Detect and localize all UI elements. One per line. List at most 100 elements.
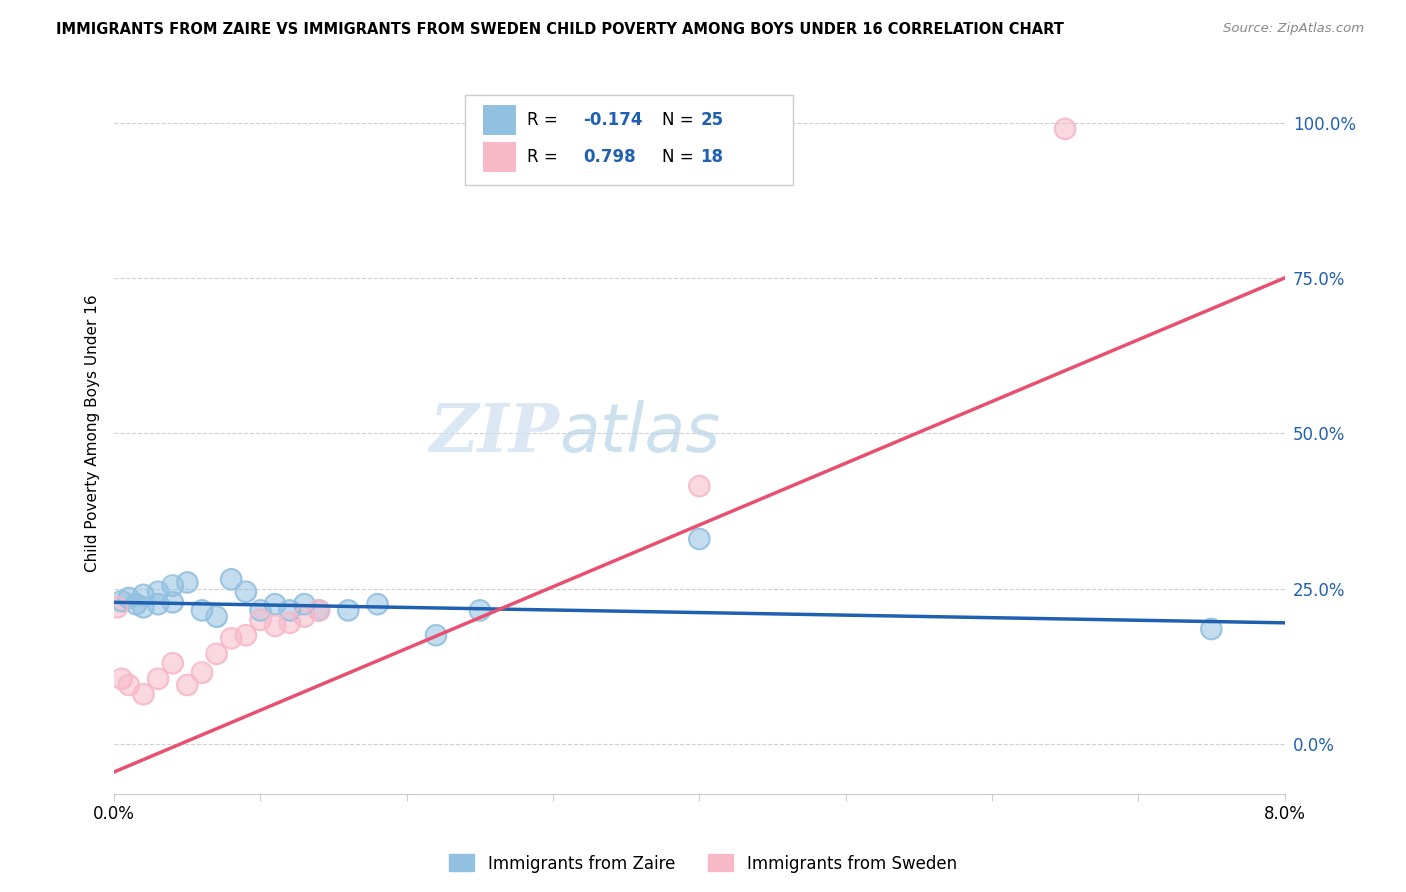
Point [110,594,132,608]
Legend: Immigrants from Zaire, Immigrants from Sweden: Immigrants from Zaire, Immigrants from S… [443,847,963,880]
Text: R =: R = [527,111,564,128]
Point [292,597,315,611]
Point [1201,622,1223,636]
Point [292,609,315,624]
Point [132,600,155,615]
Point [146,584,169,599]
Text: ZIP: ZIP [429,401,560,466]
Point [191,603,214,617]
Point [468,603,491,617]
Point [118,678,141,692]
Point [191,665,214,680]
Point [176,678,198,692]
Point [146,584,169,599]
Point [308,603,330,617]
Point [176,678,198,692]
Point [278,615,301,630]
Point [176,575,198,590]
Point [249,613,271,627]
Text: R =: R = [527,148,564,166]
Point [337,603,360,617]
Point [292,609,315,624]
Point [278,603,301,617]
Point [146,672,169,686]
Point [191,665,214,680]
Point [367,597,389,611]
Text: N =: N = [662,148,699,166]
Point [205,647,228,661]
Point [264,597,287,611]
Text: N =: N = [662,111,699,128]
Point [118,678,141,692]
Point [1054,122,1077,136]
Text: 18: 18 [700,148,724,166]
Point [132,687,155,701]
Bar [482,142,516,172]
Point [146,597,169,611]
Y-axis label: Child Poverty Among Boys Under 16: Child Poverty Among Boys Under 16 [86,294,100,572]
Point [249,613,271,627]
Point [308,603,330,617]
Point [205,609,228,624]
Point [162,657,184,671]
Point [132,600,155,615]
Point [132,588,155,602]
Point [176,575,198,590]
Point [337,603,360,617]
Point [264,619,287,633]
Point [468,603,491,617]
Point [292,597,315,611]
Point [110,672,132,686]
Point [110,594,132,608]
Point [249,603,271,617]
Point [132,588,155,602]
Point [688,479,710,493]
Point [205,609,228,624]
Point [110,672,132,686]
Point [162,657,184,671]
Point [688,532,710,546]
Point [125,597,148,611]
Point [235,628,257,642]
Point [688,532,710,546]
Point [118,591,141,605]
Point [367,597,389,611]
Point [146,597,169,611]
Point [162,578,184,592]
Point [219,572,242,586]
Point [249,603,271,617]
Point [219,632,242,646]
Point [219,572,242,586]
Point [219,632,242,646]
Point [264,597,287,611]
Point [191,603,214,617]
FancyBboxPatch shape [465,95,793,185]
Point [688,479,710,493]
Text: atlas: atlas [560,401,720,467]
Point [132,687,155,701]
Point [162,578,184,592]
Point [205,647,228,661]
Point [1054,122,1077,136]
Text: 0.798: 0.798 [583,148,636,166]
Text: IMMIGRANTS FROM ZAIRE VS IMMIGRANTS FROM SWEDEN CHILD POVERTY AMONG BOYS UNDER 1: IMMIGRANTS FROM ZAIRE VS IMMIGRANTS FROM… [56,22,1064,37]
Point [425,628,447,642]
Point [105,600,128,615]
Point [278,603,301,617]
Point [264,619,287,633]
Point [235,628,257,642]
Point [235,584,257,599]
Point [118,591,141,605]
Point [308,603,330,617]
Point [146,672,169,686]
Point [162,595,184,609]
Point [308,603,330,617]
Point [125,597,148,611]
Text: Source: ZipAtlas.com: Source: ZipAtlas.com [1223,22,1364,36]
Point [278,615,301,630]
Text: 25: 25 [700,111,724,128]
Point [235,584,257,599]
Text: -0.174: -0.174 [583,111,643,128]
Point [1201,622,1223,636]
Bar [482,104,516,135]
